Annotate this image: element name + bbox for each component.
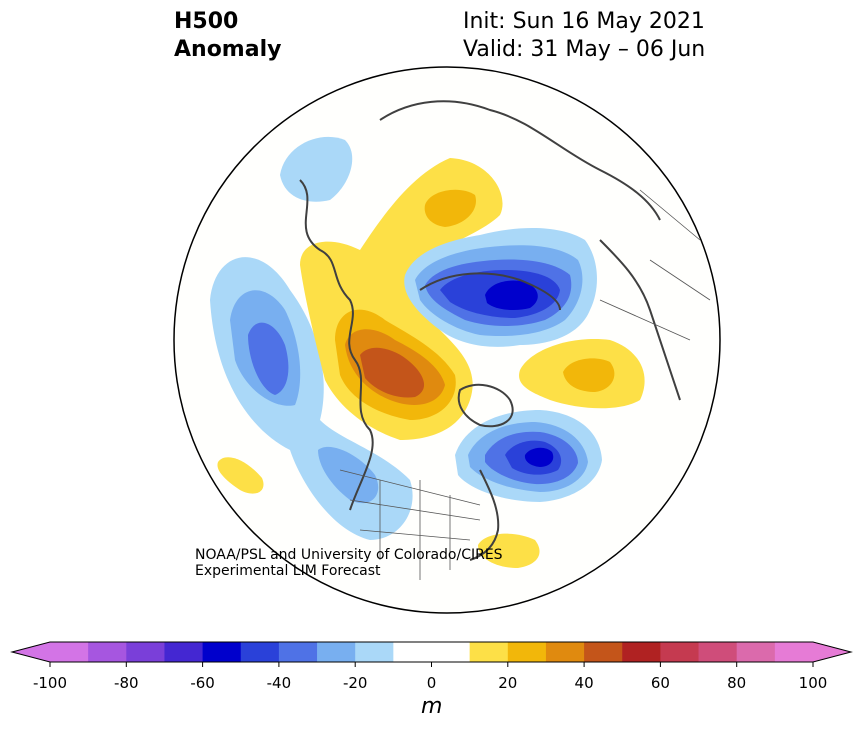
credit-text: NOAA/PSL and University of Colorado/CIRE… xyxy=(195,547,503,579)
colorbar-tick-label: 0 xyxy=(426,674,437,692)
colorbar-tick-label: 100 xyxy=(798,674,828,692)
chart-title: H500 Anomaly xyxy=(174,8,281,64)
forecast-dates: Init: Sun 16 May 2021 Valid: 31 May – 06… xyxy=(463,8,705,64)
colorbar-cell xyxy=(88,642,127,662)
colorbar-cell xyxy=(469,642,509,662)
borders xyxy=(339,189,711,580)
coastlines xyxy=(299,100,681,561)
colorbar-tick-label: -80 xyxy=(114,674,139,692)
colorbar-cell xyxy=(240,642,280,662)
colorbar-cell xyxy=(774,642,814,662)
anomaly-fields xyxy=(210,100,711,580)
colorbar-cell xyxy=(317,642,356,662)
neg-anomaly-atlantic-5 xyxy=(524,447,554,467)
colorbar-tick-label: 80 xyxy=(727,674,747,692)
colorbar-tick-label: -100 xyxy=(32,674,68,692)
colorbar-cell xyxy=(393,642,432,662)
colorbar-tick-label: 40 xyxy=(574,674,594,692)
colorbar-cell xyxy=(126,642,165,662)
pos-anomaly-arctic xyxy=(424,189,476,227)
pos-anomaly-pacific-small xyxy=(217,457,264,494)
colorbar-cell xyxy=(278,642,318,662)
colorbar-cell xyxy=(164,642,204,662)
colorbar-cell xyxy=(622,642,661,662)
colorbar-cell xyxy=(507,642,547,662)
credit-line-2: Experimental LIM Forecast xyxy=(195,563,381,579)
colorbar-cell xyxy=(431,642,471,662)
colorbar-cell xyxy=(698,642,738,662)
colorbar-tick-label: 20 xyxy=(498,674,518,692)
colorbar-cell xyxy=(660,642,700,662)
neg-anomaly-alaska xyxy=(280,136,353,202)
pos-anomaly-europe-2 xyxy=(563,358,615,392)
colorbar-unit-label: m xyxy=(421,694,443,719)
colorbar-cells xyxy=(50,642,814,662)
colorbar-cell xyxy=(202,642,242,662)
valid-date: Valid: 31 May – 06 Jun xyxy=(463,37,706,62)
title-line-2: Anomaly xyxy=(174,37,282,62)
colorbar-cell xyxy=(355,642,394,662)
colorbar-tick-marks xyxy=(49,662,814,667)
neg-anomaly-pacific-3 xyxy=(248,322,289,395)
colorbar-tick-label: -60 xyxy=(190,674,215,692)
init-date: Init: Sun 16 May 2021 xyxy=(463,9,705,34)
neg-anomaly-siberia-5 xyxy=(485,280,538,311)
colorbar-left-extension xyxy=(12,642,50,662)
title-line-1: H500 xyxy=(174,9,239,34)
colorbar-cell xyxy=(50,642,89,662)
pos-anomaly-canada-4 xyxy=(360,347,425,398)
colorbar-tick-label: 60 xyxy=(650,674,670,692)
colorbar xyxy=(10,641,853,667)
colorbar-cell xyxy=(736,642,776,662)
colorbar-cell xyxy=(545,642,585,662)
colorbar-tick-label: -20 xyxy=(342,674,368,692)
credit-line-1: NOAA/PSL and University of Colorado/CIRE… xyxy=(195,547,503,563)
map-boundary xyxy=(173,66,721,614)
colorbar-tick-label: -40 xyxy=(266,674,292,692)
colorbar-right-extension xyxy=(813,642,851,662)
neg-anomaly-pacific-4 xyxy=(318,446,379,504)
colorbar-cell xyxy=(584,642,623,662)
